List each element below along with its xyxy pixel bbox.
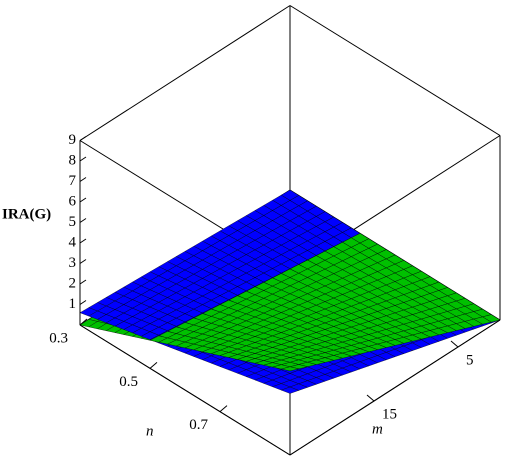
z-tick [79, 279, 87, 285]
y-axis-label: m [372, 421, 383, 437]
x-tick [149, 361, 158, 369]
axis-line [289, 319, 501, 456]
box-edge [289, 5, 501, 136]
y-tick [450, 340, 459, 348]
z-tick-label: 2 [69, 275, 77, 291]
x-tick [219, 405, 228, 413]
z-tick [79, 218, 87, 223]
box-edge [79, 5, 291, 141]
z-tick-label: 3 [69, 255, 77, 271]
z-tick [79, 136, 87, 141]
z-tick [79, 197, 87, 203]
x-axis-label: n [146, 423, 154, 439]
z-tick-label: 1 [69, 296, 77, 312]
z-axis-label: IRA(G) [2, 206, 51, 222]
axis-line [79, 324, 291, 456]
z-tick-label: 6 [69, 193, 77, 209]
z-tick-label: 9 [69, 132, 77, 148]
z-tick [79, 177, 87, 182]
y-tick [366, 394, 375, 402]
z-tick-label: 8 [69, 152, 77, 168]
z-tick-label: 4 [69, 234, 77, 250]
z-tick [79, 156, 87, 162]
z-tick-label: 5 [69, 214, 77, 230]
x-tick-label: 0.7 [189, 417, 208, 433]
z-tick [79, 238, 87, 244]
z-tick [79, 300, 87, 305]
z-tick [79, 259, 87, 264]
x-tick-label: 0.3 [49, 330, 68, 346]
x-tick [79, 318, 88, 326]
y-tick-label: 5 [466, 352, 474, 368]
mesh-cell [281, 366, 299, 372]
y-tick-label: 15 [382, 406, 397, 422]
x-tick-label: 0.5 [119, 374, 138, 390]
z-tick-label: 7 [69, 173, 77, 189]
mesh-cell [280, 386, 300, 394]
